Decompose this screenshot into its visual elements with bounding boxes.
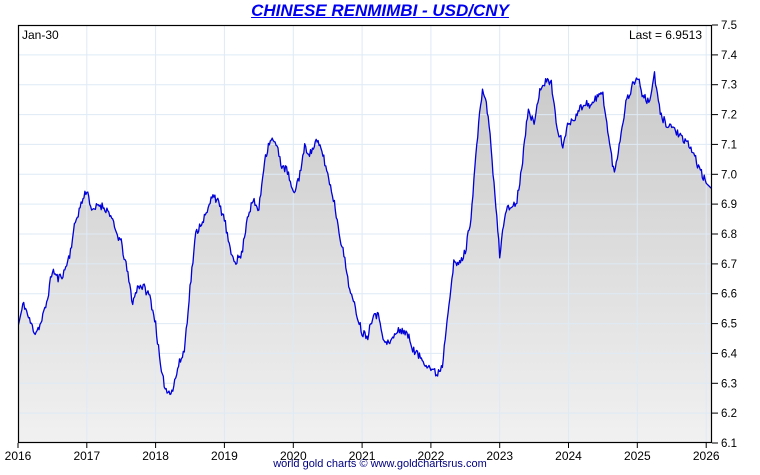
y-axis-label: 6.1 — [721, 438, 737, 450]
x-axis-label: 2018 — [142, 449, 169, 463]
date-label: Jan-30 — [22, 28, 59, 42]
y-axis-label: 6.2 — [721, 408, 737, 420]
y-axis-label: 7.4 — [721, 50, 738, 62]
last-value-label: Last = 6.9513 — [628, 28, 702, 42]
y-axis-label: 6.3 — [721, 378, 737, 390]
y-axis-label: 6.6 — [721, 289, 737, 301]
x-axis-label: 2023 — [486, 449, 513, 463]
y-axis-label: 6.4 — [721, 348, 738, 360]
x-axis-label: 2026 — [693, 449, 720, 463]
y-axis-label: 7.0 — [721, 169, 737, 181]
y-axis-label: 7.5 — [721, 20, 737, 32]
y-axis-label: 7.1 — [721, 139, 737, 151]
y-axis-label: 6.7 — [721, 259, 737, 271]
y-axis-label: 6.8 — [721, 229, 737, 241]
x-axis-label: 2017 — [73, 449, 100, 463]
x-axis-label: 2020 — [280, 449, 307, 463]
y-axis-label: 7.3 — [721, 80, 737, 92]
x-axis-label: 2025 — [624, 449, 651, 463]
plot-border — [17, 24, 713, 444]
x-axis-label: 2021 — [349, 449, 376, 463]
chart-title: CHINESE RENMIMBI - USD/CNY — [251, 1, 509, 20]
area-fill — [18, 71, 712, 443]
x-axis-label: 2016 — [5, 449, 32, 463]
x-axis-label: 2024 — [555, 449, 582, 463]
x-axis-label: 2022 — [418, 449, 445, 463]
y-axis-label: 6.9 — [721, 199, 737, 211]
y-axis-label: 7.2 — [721, 110, 737, 122]
price-line — [18, 71, 712, 396]
y-axis-label: 6.5 — [721, 319, 737, 331]
footer-credit: world gold charts © www.goldchartsrus.co… — [273, 458, 487, 470]
x-axis-label: 2019 — [211, 449, 238, 463]
